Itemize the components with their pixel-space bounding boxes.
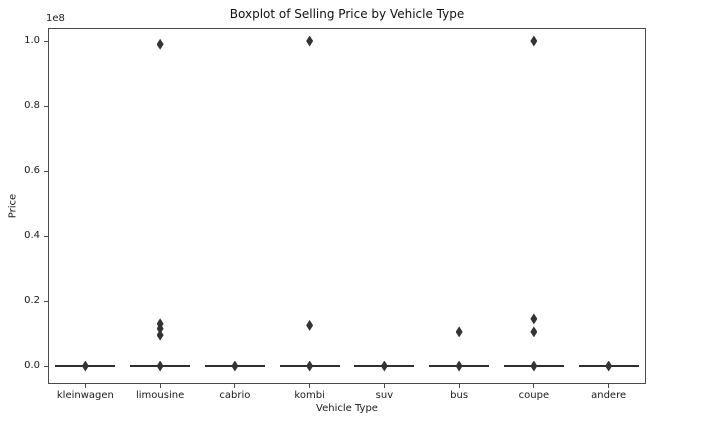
y-tick-label: 1.0	[24, 35, 40, 46]
x-tick-label: andere	[591, 390, 627, 401]
outlier-diamond	[156, 329, 164, 341]
x-tick-mark	[159, 384, 161, 388]
outlier-diamond	[306, 35, 314, 47]
y-axis-label: Price	[7, 193, 19, 219]
x-tick-mark	[533, 384, 535, 388]
outlier-diamond	[530, 360, 538, 372]
outlier-diamond	[156, 360, 164, 372]
outlier-diamond	[380, 360, 388, 372]
y-tick-label: 0.6	[24, 165, 40, 176]
plot-area	[48, 28, 646, 384]
x-tick-label: coupe	[518, 390, 550, 401]
y-tick-label: 0.0	[24, 360, 40, 371]
x-tick-mark	[234, 384, 236, 388]
outlier-diamond	[455, 360, 463, 372]
y-tick-label: 0.4	[24, 230, 40, 241]
x-tick-label: limousine	[136, 390, 185, 401]
outlier-diamond	[530, 313, 538, 325]
y-axis-offset-label: 1e8	[46, 13, 65, 24]
x-tick-mark	[84, 384, 86, 388]
outlier-diamond	[156, 323, 164, 335]
chart-title: Boxplot of Selling Price by Vehicle Type	[229, 7, 465, 21]
y-tick-mark	[44, 105, 48, 107]
y-tick-mark	[44, 235, 48, 237]
x-tick-mark	[309, 384, 311, 388]
y-tick-mark	[44, 40, 48, 42]
outlier-diamond	[231, 360, 239, 372]
x-tick-mark	[383, 384, 385, 388]
x-tick-label: cabrio	[219, 390, 251, 401]
x-tick-label: kleinwagen	[56, 390, 114, 401]
outlier-diamond	[455, 326, 463, 338]
outlier-diamond	[81, 360, 89, 372]
y-tick-mark	[44, 170, 48, 172]
outlier-diamond	[156, 38, 164, 50]
outlier-diamond	[530, 35, 538, 47]
outlier-diamond	[605, 360, 613, 372]
x-axis-label: Vehicle Type	[316, 403, 378, 414]
outlier-diamond	[306, 319, 314, 331]
y-tick-label: 0.8	[24, 100, 40, 111]
y-tick-mark	[44, 300, 48, 302]
x-tick-label: suv	[375, 390, 394, 401]
x-tick-label: kombi	[294, 390, 325, 401]
y-tick-mark	[44, 365, 48, 367]
outlier-diamond	[530, 326, 538, 338]
outlier-diamond	[306, 360, 314, 372]
x-tick-mark	[458, 384, 460, 388]
x-tick-label: bus	[450, 390, 469, 401]
y-tick-label: 0.2	[24, 295, 40, 306]
x-tick-mark	[608, 384, 610, 388]
